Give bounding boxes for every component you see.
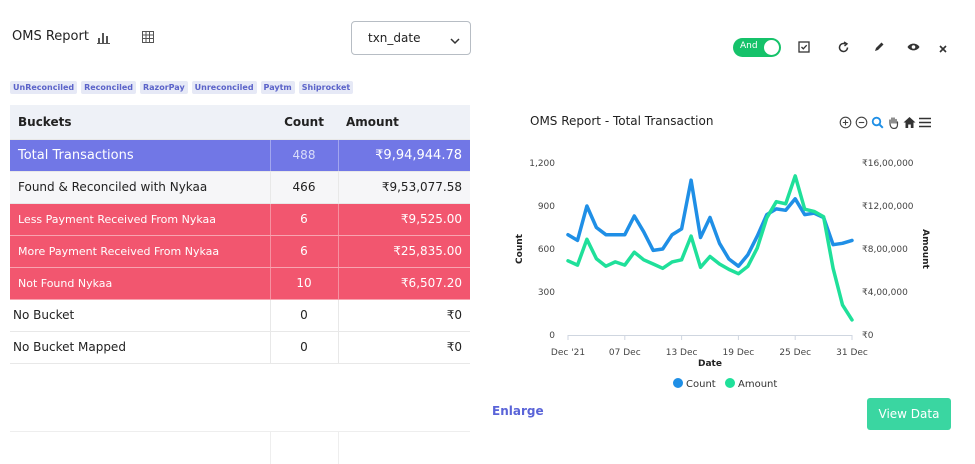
filter-tag[interactable]: UnReconciled [10,81,78,94]
x-tick-label: 19 Dec [723,348,755,358]
zoom-in-icon[interactable] [838,115,852,129]
toggle-label: And [740,41,758,51]
series-line-count [566,178,854,268]
bucket-amount: ₹9,525.00 [337,203,470,236]
bucket-name: Less Payment Received From Nykaa [10,203,270,236]
y2-tick-label: ₹0 [862,331,874,341]
view-data-button[interactable]: View Data [867,398,951,430]
filter-tag[interactable]: Unreconciled [191,81,257,94]
bucket-name: Total Transactions [10,139,270,172]
x-tick-label: 13 Dec [666,348,698,358]
x-tick-label: 25 Dec [779,348,811,358]
column-divider [270,432,271,464]
bucket-name: Not Found Nykaa [10,267,270,300]
filter-tag[interactable]: Reconciled [81,81,136,94]
bucket-amount: ₹6,507.20 [337,267,470,300]
y-tick-label: 1,200 [529,159,555,169]
bucket-count: 0 [269,299,338,332]
x-axis-title: Date [698,359,722,369]
y-tick-label: 600 [538,245,555,255]
y2-tick-label: ₹4,00,000 [862,288,908,298]
bucket-amount: ₹9,53,077.58 [337,171,470,204]
table-header-row: Buckets Count Amount [10,105,470,140]
enlarge-link[interactable]: Enlarge [492,404,544,418]
bar-chart-icon[interactable] [97,29,111,44]
y2-tick-label: ₹8,00,000 [862,245,908,255]
grid-table-icon[interactable] [141,29,155,43]
date-field-select-value: txn_date [368,31,421,45]
y-axis-title: Count [515,233,525,264]
bucket-name: No Bucket Mapped [10,331,270,364]
table-row[interactable]: No Bucket Mapped 0 ₹0 [10,331,470,364]
table-empty-row [10,431,470,464]
y-tick-label: 300 [538,288,555,298]
table-row[interactable]: Not Found Nykaa 10 ₹6,507.20 [10,267,470,300]
buckets-table: Buckets Count Amount Total Transactions … [10,105,470,364]
transaction-line-chart: 0 300 600 900 1,200 ₹0 ₹4,00,000 ₹8,00,000 ₹12,0… [515,159,930,390]
bucket-count: 0 [269,331,338,364]
y-tick-label: 0 [549,331,555,341]
header-count: Count [270,105,338,140]
refresh-icon[interactable] [836,40,850,54]
table-row-total[interactable]: Total Transactions 488 ₹9,94,944.78 [10,139,470,172]
bucket-count: 6 [269,203,338,236]
series-line-amount [566,174,854,322]
bucket-count: 6 [269,235,338,268]
bucket-count: 466 [269,171,338,204]
header-amount: Amount [338,105,470,140]
x-tick-label: 07 Dec [609,348,641,358]
toggle-knob [764,40,779,55]
bucket-amount: ₹0 [337,299,470,332]
chevron-down-icon [450,34,460,45]
date-field-select[interactable]: txn_date [351,21,471,55]
close-icon[interactable] [936,42,950,56]
report-title: OMS Report [12,29,89,44]
bucket-name: More Payment Received From Nykaa [10,235,270,268]
header-buckets: Buckets [10,105,270,140]
bucket-count: 10 [269,267,338,300]
chart-toolbar [838,115,932,129]
table-row[interactable]: Less Payment Received From Nykaa 6 ₹9,52… [10,203,470,236]
bucket-amount: ₹25,835.00 [337,235,470,268]
y2-tick-label: ₹16,00,000 [862,159,914,169]
table-row[interactable]: More Payment Received From Nykaa 6 ₹25,8… [10,235,470,268]
eye-icon[interactable] [906,40,920,54]
filter-tag[interactable]: Shiprocket [298,81,354,94]
checkbox-icon[interactable] [797,40,811,54]
bucket-name: No Bucket [10,299,270,332]
bucket-count: 488 [269,139,338,172]
legend-label: Amount [738,379,777,390]
x-tick-label: Dec '21 [551,348,585,358]
legend-label: Count [686,379,716,390]
y2-tick-label: ₹12,00,000 [862,202,914,212]
zoom-out-icon[interactable] [854,115,868,129]
filter-tags: UnReconciled Reconciled RazorPay Unrecon… [10,81,354,94]
pan-hand-icon[interactable] [886,115,900,129]
y2-axis-title: Amount [920,229,930,269]
chart-title: OMS Report - Total Transaction [530,114,714,128]
legend-marker [725,378,735,388]
column-divider [338,432,339,464]
magnify-icon[interactable] [870,115,884,129]
filter-tag[interactable]: RazorPay [140,81,188,94]
bucket-amount: ₹0 [337,331,470,364]
x-tick-label: 31 Dec [836,348,868,358]
bucket-name: Found & Reconciled with Nykaa [10,171,270,204]
menu-icon[interactable] [918,115,932,129]
table-row[interactable]: No Bucket 0 ₹0 [10,299,470,332]
home-icon[interactable] [902,115,916,129]
and-or-toggle[interactable]: And [733,38,781,57]
filter-tag[interactable]: Paytm [260,81,295,94]
bucket-amount: ₹9,94,944.78 [337,139,470,172]
y-tick-label: 900 [538,202,555,212]
table-row[interactable]: Found & Reconciled with Nykaa 466 ₹9,53,… [10,171,470,204]
legend-marker [673,378,683,388]
edit-pencil-icon[interactable] [872,40,886,54]
